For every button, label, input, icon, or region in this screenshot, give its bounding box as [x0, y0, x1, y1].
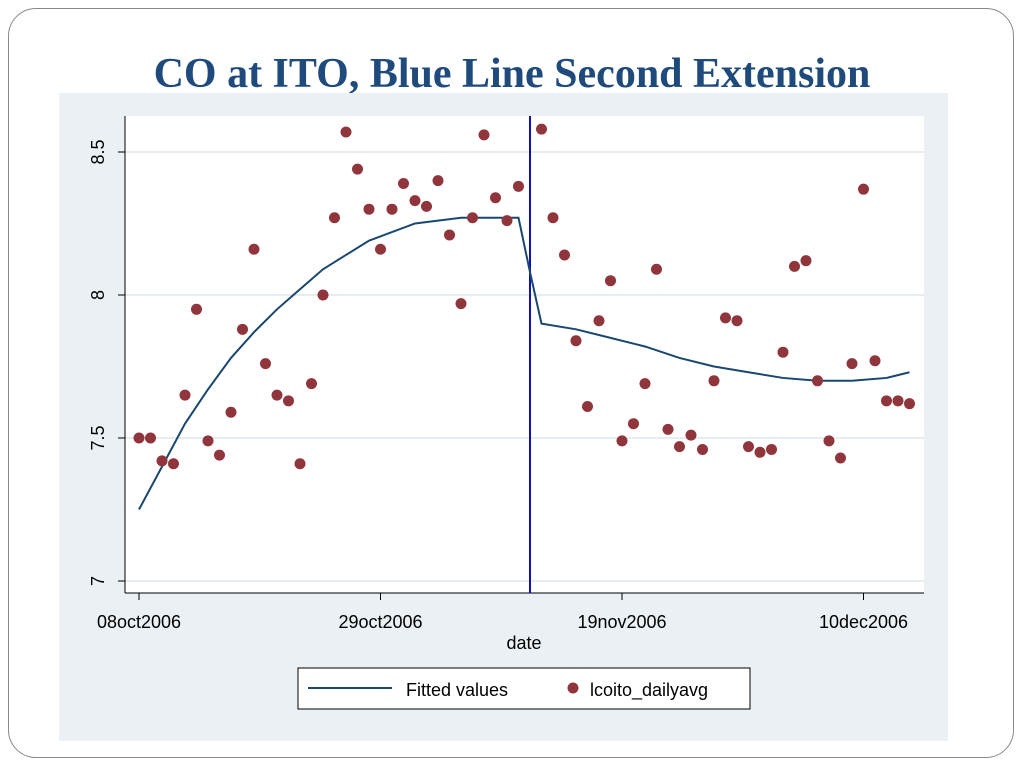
data-point	[616, 435, 628, 447]
data-point	[547, 212, 559, 224]
data-point	[708, 375, 720, 387]
data-point	[214, 449, 225, 461]
data-point	[386, 203, 398, 215]
data-point	[260, 358, 271, 370]
data-point	[455, 298, 467, 310]
data-point	[570, 335, 582, 347]
data-point	[662, 423, 674, 435]
data-point	[398, 177, 409, 189]
data-point	[513, 180, 524, 192]
data-point	[835, 452, 846, 464]
data-point	[133, 432, 145, 444]
data-point	[478, 129, 490, 141]
legend-fitted-label: Fitted values	[406, 680, 508, 700]
data-point	[283, 395, 294, 407]
data-point	[651, 263, 662, 275]
data-point	[432, 175, 444, 187]
data-point	[754, 446, 766, 458]
data-point	[294, 458, 306, 470]
data-point	[685, 429, 697, 441]
data-point	[409, 195, 421, 207]
data-point	[352, 163, 363, 175]
legend: Fitted values lcoito_dailyavg	[297, 667, 751, 710]
data-point	[904, 398, 915, 410]
data-point	[501, 215, 513, 227]
data-point	[789, 260, 800, 272]
x-tick-label: 29oct2006	[338, 612, 422, 632]
data-point	[156, 455, 168, 467]
slide-frame	[8, 8, 1014, 758]
y-tick-label: 7	[88, 576, 108, 586]
data-point	[697, 443, 708, 455]
data-point	[271, 389, 283, 401]
data-point	[674, 441, 685, 453]
data-point	[202, 435, 214, 447]
data-point	[490, 192, 501, 204]
data-point	[467, 212, 478, 224]
data-point	[823, 435, 835, 447]
data-point	[225, 406, 237, 418]
data-point	[329, 212, 340, 224]
legend-points-label: lcoito_dailyavg	[590, 680, 708, 701]
data-point	[421, 200, 432, 212]
data-point	[812, 375, 823, 387]
x-tick-label: 10dec2006	[819, 612, 908, 632]
data-point	[892, 395, 904, 407]
data-point	[237, 323, 248, 335]
data-point	[375, 243, 386, 255]
data-point	[179, 389, 191, 401]
data-point	[605, 275, 616, 287]
data-point	[731, 315, 743, 327]
data-point	[444, 229, 455, 241]
data-point	[743, 441, 754, 453]
data-point	[363, 203, 375, 215]
data-point	[846, 358, 858, 370]
data-point	[191, 303, 202, 315]
x-tick-label: 08oct2006	[97, 612, 181, 632]
data-point	[777, 346, 789, 358]
data-point	[559, 249, 570, 261]
data-point	[306, 378, 317, 390]
x-axis-label: date	[506, 633, 541, 653]
legend-dot-marker	[567, 682, 579, 694]
data-point	[248, 243, 260, 255]
y-tick-label: 8	[88, 290, 108, 300]
data-point	[317, 289, 329, 301]
data-point	[766, 443, 777, 455]
data-point	[881, 395, 892, 407]
y-tick-label: 7.5	[88, 425, 108, 450]
data-point	[536, 123, 547, 135]
y-tick-label: 8.5	[88, 139, 108, 164]
data-point	[628, 418, 639, 430]
data-point	[800, 255, 812, 267]
data-point	[639, 378, 651, 390]
data-point	[582, 401, 593, 413]
data-point	[593, 315, 605, 327]
data-point	[145, 432, 156, 444]
x-tick-label: 19nov2006	[577, 612, 666, 632]
data-point	[168, 458, 179, 470]
data-point	[720, 312, 731, 324]
data-point	[869, 355, 881, 367]
data-point	[858, 183, 869, 195]
chart-title: CO at ITO, Blue Line Second Extension	[153, 51, 871, 97]
plot-area	[125, 116, 924, 593]
data-point	[340, 126, 352, 138]
